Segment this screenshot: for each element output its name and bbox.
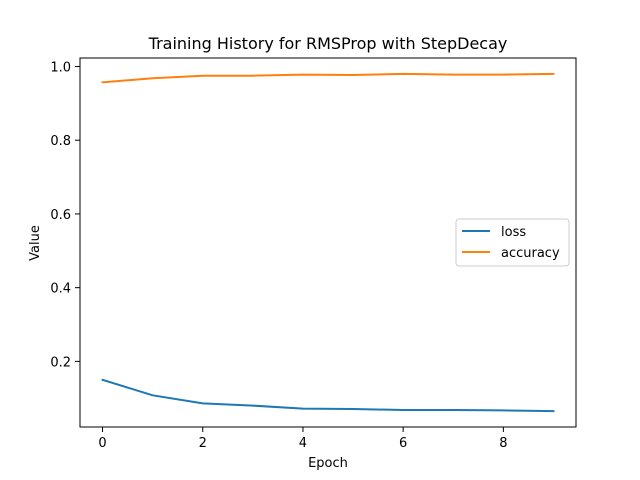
y-tick-label: 0.2 xyxy=(50,355,71,370)
series-layer xyxy=(101,72,555,413)
y-tick-label: 0.6 xyxy=(50,208,71,223)
y-tick-label: 1.0 xyxy=(50,60,71,75)
x-tick-label: 8 xyxy=(499,436,507,451)
x-tick-label: 0 xyxy=(98,436,106,451)
y-tick-label: 0.4 xyxy=(50,282,71,297)
legend: loss accuracy xyxy=(455,218,570,267)
y-tick-label: 0.8 xyxy=(50,134,71,149)
x-tick-label: 4 xyxy=(299,436,307,451)
legend-label-loss: loss xyxy=(501,225,526,240)
y-axis-label: Value xyxy=(28,225,43,261)
x-axis-label: Epoch xyxy=(308,456,348,471)
axes-layer: 0 2 4 6 8 0.2 0.4 0.6 0.8 1.0 xyxy=(50,57,577,451)
plot-frame xyxy=(79,57,577,428)
x-tick-label: 2 xyxy=(199,436,207,451)
chart-title: Training History for RMSProp with StepDe… xyxy=(148,34,508,53)
legend-label-accuracy: accuracy xyxy=(501,246,560,261)
series-line-loss xyxy=(101,378,555,413)
series-line-accuracy xyxy=(101,72,555,84)
x-tick-label: 6 xyxy=(399,436,407,451)
